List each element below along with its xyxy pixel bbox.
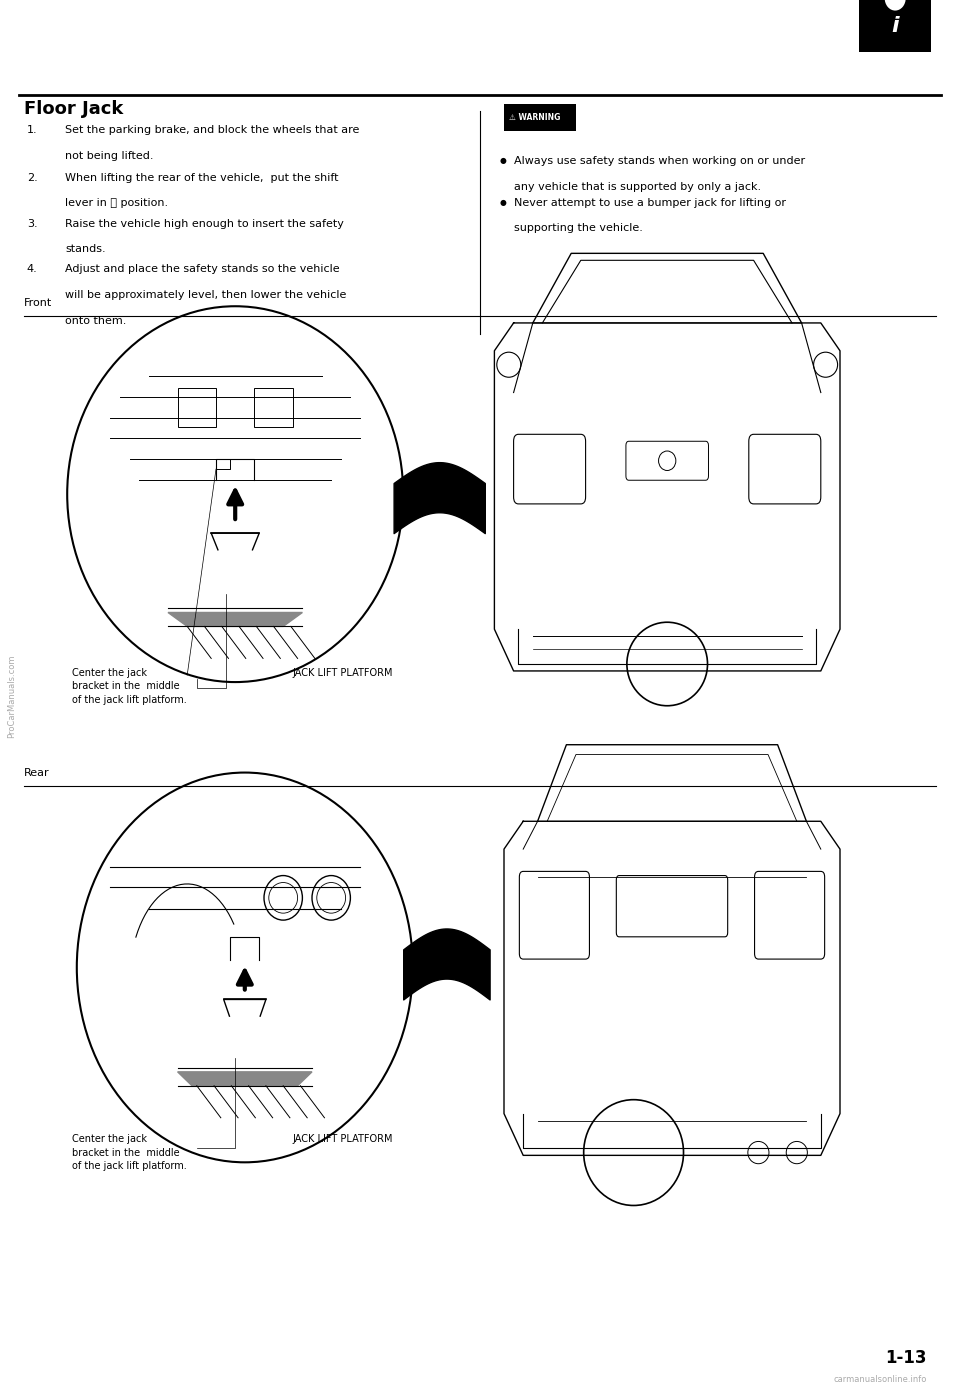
Text: Raise the vehicle high enough to insert the safety: Raise the vehicle high enough to insert … [65,219,344,228]
Text: ●: ● [499,156,506,164]
Polygon shape [178,1072,312,1086]
Text: onto them.: onto them. [65,316,127,326]
Text: JACK LIFT PLATFORM: JACK LIFT PLATFORM [293,668,394,678]
Text: 3.: 3. [27,219,37,228]
Polygon shape [168,612,302,626]
Text: not being lifted.: not being lifted. [65,150,154,161]
Text: Always use safety stands when working on or under: Always use safety stands when working on… [514,156,804,166]
Text: Adjust and place the safety stands so the vehicle: Adjust and place the safety stands so th… [65,264,340,274]
FancyBboxPatch shape [504,104,576,131]
Text: Never attempt to use a bumper jack for lifting or: Never attempt to use a bumper jack for l… [514,198,785,207]
Text: Center the jack
bracket in the  middle
of the jack lift platform.: Center the jack bracket in the middle of… [72,668,187,704]
Text: Set the parking brake, and block the wheels that are: Set the parking brake, and block the whe… [65,125,360,135]
Text: lever in Ⓟ position.: lever in Ⓟ position. [65,198,168,209]
Text: 1.: 1. [27,125,37,135]
Text: ⚠ WARNING: ⚠ WARNING [509,113,561,122]
Ellipse shape [885,0,906,11]
Text: carmanualsonline.info: carmanualsonline.info [833,1375,926,1384]
Text: will be approximately level, then lower the vehicle: will be approximately level, then lower … [65,291,347,301]
Text: 1-13: 1-13 [885,1349,926,1367]
Text: 2.: 2. [27,173,37,182]
Text: supporting the vehicle.: supporting the vehicle. [514,223,642,234]
FancyBboxPatch shape [859,0,931,52]
Text: JACK LIFT PLATFORM: JACK LIFT PLATFORM [293,1134,394,1144]
Text: ●: ● [499,198,506,206]
Text: Center the jack
bracket in the  middle
of the jack lift platform.: Center the jack bracket in the middle of… [72,1134,187,1171]
Text: 4.: 4. [27,264,37,274]
Text: any vehicle that is supported by only a jack.: any vehicle that is supported by only a … [514,181,760,192]
Bar [178,388,216,427]
Text: stands.: stands. [65,245,106,255]
Text: When lifting the rear of the vehicle,  put the shift: When lifting the rear of the vehicle, pu… [65,173,339,182]
Bar [254,388,293,427]
Text: Rear: Rear [24,768,50,778]
Text: i: i [892,17,899,36]
Text: ProCarManuals.com: ProCarManuals.com [7,654,16,738]
Text: Front: Front [24,298,52,308]
Text: Floor Jack: Floor Jack [24,100,124,118]
